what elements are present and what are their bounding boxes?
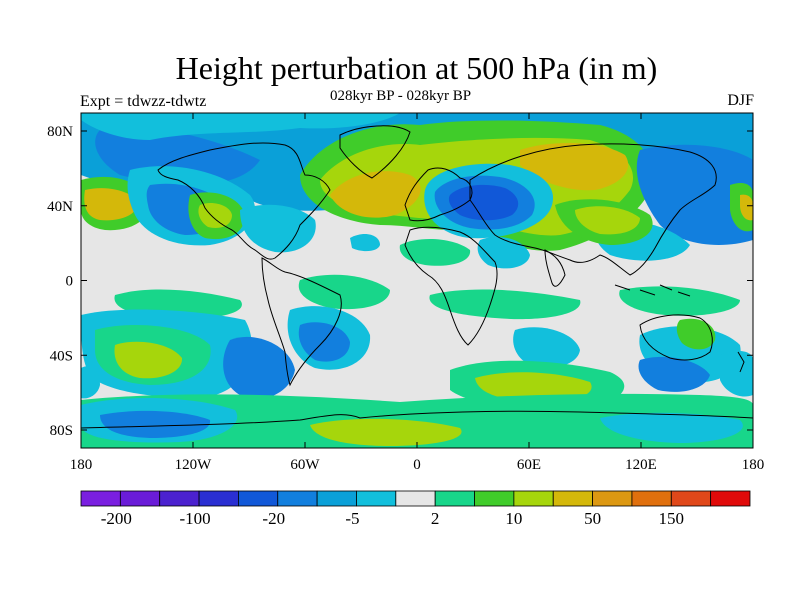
colorbar-swatch xyxy=(710,490,751,507)
contour-tasman-blue xyxy=(638,356,710,392)
colorbar-swatch xyxy=(513,490,554,507)
y-tick-label: 40S xyxy=(50,348,73,364)
map-panel xyxy=(81,113,753,448)
contour-australia-green xyxy=(676,318,716,350)
colorbar-swatch xyxy=(277,490,318,507)
coastline-greenland xyxy=(339,125,411,179)
x-tick-label: 120E xyxy=(625,457,657,473)
contour-east-edge-yellow xyxy=(740,194,753,221)
colorbar-swatch xyxy=(474,490,515,507)
contour-south-pacific-lightgreen xyxy=(114,341,183,379)
colorbar-label: 10 xyxy=(505,509,522,528)
colorbar: -200 -100 -20 -5 2 10 50 150 xyxy=(80,490,751,528)
colorbar-label: -100 xyxy=(179,509,210,528)
x-tick-label: 60E xyxy=(517,457,541,473)
contour-atlantic-cyan xyxy=(350,234,380,252)
contour-antarctic-blue xyxy=(100,410,211,438)
x-tick-label: 0 xyxy=(413,457,421,473)
coastline-maritime xyxy=(614,284,691,297)
y-axis: 80N 40N 0 40S 80S xyxy=(47,124,753,439)
contour-pacific-blue xyxy=(636,144,753,245)
y-tick-label: 0 xyxy=(66,274,74,290)
x-axis: 180 120W 60W 0 60E 120E 180 xyxy=(70,113,765,473)
colorbar-swatch xyxy=(592,490,633,507)
coastline-india xyxy=(544,249,566,287)
y-tick-label: 40N xyxy=(47,199,73,215)
colorbar-swatch xyxy=(670,490,712,507)
contour-nepacific-yellow xyxy=(84,188,138,221)
coastline-europe xyxy=(404,167,473,222)
colorbar-swatch xyxy=(238,490,279,507)
coastline-new-zealand xyxy=(737,351,745,373)
colorbar-label: -5 xyxy=(345,509,359,528)
contour-ridge-yellow-east xyxy=(520,143,629,191)
figure-subtitle: 028kyr BP - 028kyr BP xyxy=(330,88,472,104)
contour-namerica-cyan xyxy=(240,204,316,253)
contour-arctic-cyan xyxy=(81,113,400,140)
colorbar-label: -200 xyxy=(101,509,132,528)
colorbar-swatch xyxy=(395,490,436,507)
coastline-north-america xyxy=(157,142,331,260)
colorbar-swatch xyxy=(356,490,397,507)
x-tick-label: 180 xyxy=(70,457,93,473)
colorbar-swatch xyxy=(119,490,161,507)
coastlines xyxy=(81,125,753,429)
coastline-australia xyxy=(639,314,713,361)
contour-arabia-cyan xyxy=(477,236,530,269)
colorbar-label: 50 xyxy=(584,509,601,528)
contour-antarctic-green xyxy=(81,393,753,448)
coastline-asia xyxy=(469,143,717,276)
contour-sw-pacific-cyan xyxy=(81,366,100,399)
colorbar-label: 2 xyxy=(431,509,440,528)
contour-africa-green xyxy=(399,238,471,266)
contour-southeast-cyan xyxy=(720,350,753,397)
contour-tropic-green-indian xyxy=(429,289,581,320)
contour-antarctic-lightgreen xyxy=(310,418,462,446)
contour-eastasia-yellow xyxy=(575,206,640,235)
contour-fields xyxy=(81,113,753,448)
x-tick-label: 60W xyxy=(290,457,320,473)
contour-antarctic-east-cyan xyxy=(600,412,743,443)
colorbar-swatch xyxy=(552,490,593,507)
colorbar-label: 150 xyxy=(659,509,685,528)
contour-south-central-blue xyxy=(223,336,295,399)
contour-ne-pacific-yellow2 xyxy=(198,203,232,228)
contour-eurasia-trough-deep xyxy=(448,184,519,221)
colorbar-swatch xyxy=(434,490,475,507)
contour-ridge-yellow xyxy=(330,171,421,218)
coastline-antarctica xyxy=(81,410,753,429)
coastline-africa xyxy=(404,226,498,346)
x-tick-label: 180 xyxy=(742,457,765,473)
colorbar-swatch xyxy=(631,490,672,507)
colorbar-swatch xyxy=(316,490,357,507)
colorbar-swatch xyxy=(159,490,200,507)
experiment-label: Expt = tdwzz-tdwtz xyxy=(80,93,207,110)
y-tick-label: 80S xyxy=(50,423,73,439)
contour-south-atlantic-blue xyxy=(298,322,350,362)
contour-s-africa-cyan xyxy=(513,327,580,368)
y-tick-label: 80N xyxy=(47,124,73,140)
colorbar-swatch xyxy=(198,490,239,507)
coastline-south-america xyxy=(261,257,342,387)
colorbar-swatch xyxy=(80,490,121,507)
season-label: DJF xyxy=(727,92,754,109)
contour-tropic-green-maritime xyxy=(619,286,740,316)
contour-tropic-green-atlantic xyxy=(298,274,390,310)
figure-title: Height perturbation at 500 hPa (in m) xyxy=(175,50,658,86)
x-tick-label: 120W xyxy=(175,457,213,473)
colorbar-label: -20 xyxy=(262,509,285,528)
